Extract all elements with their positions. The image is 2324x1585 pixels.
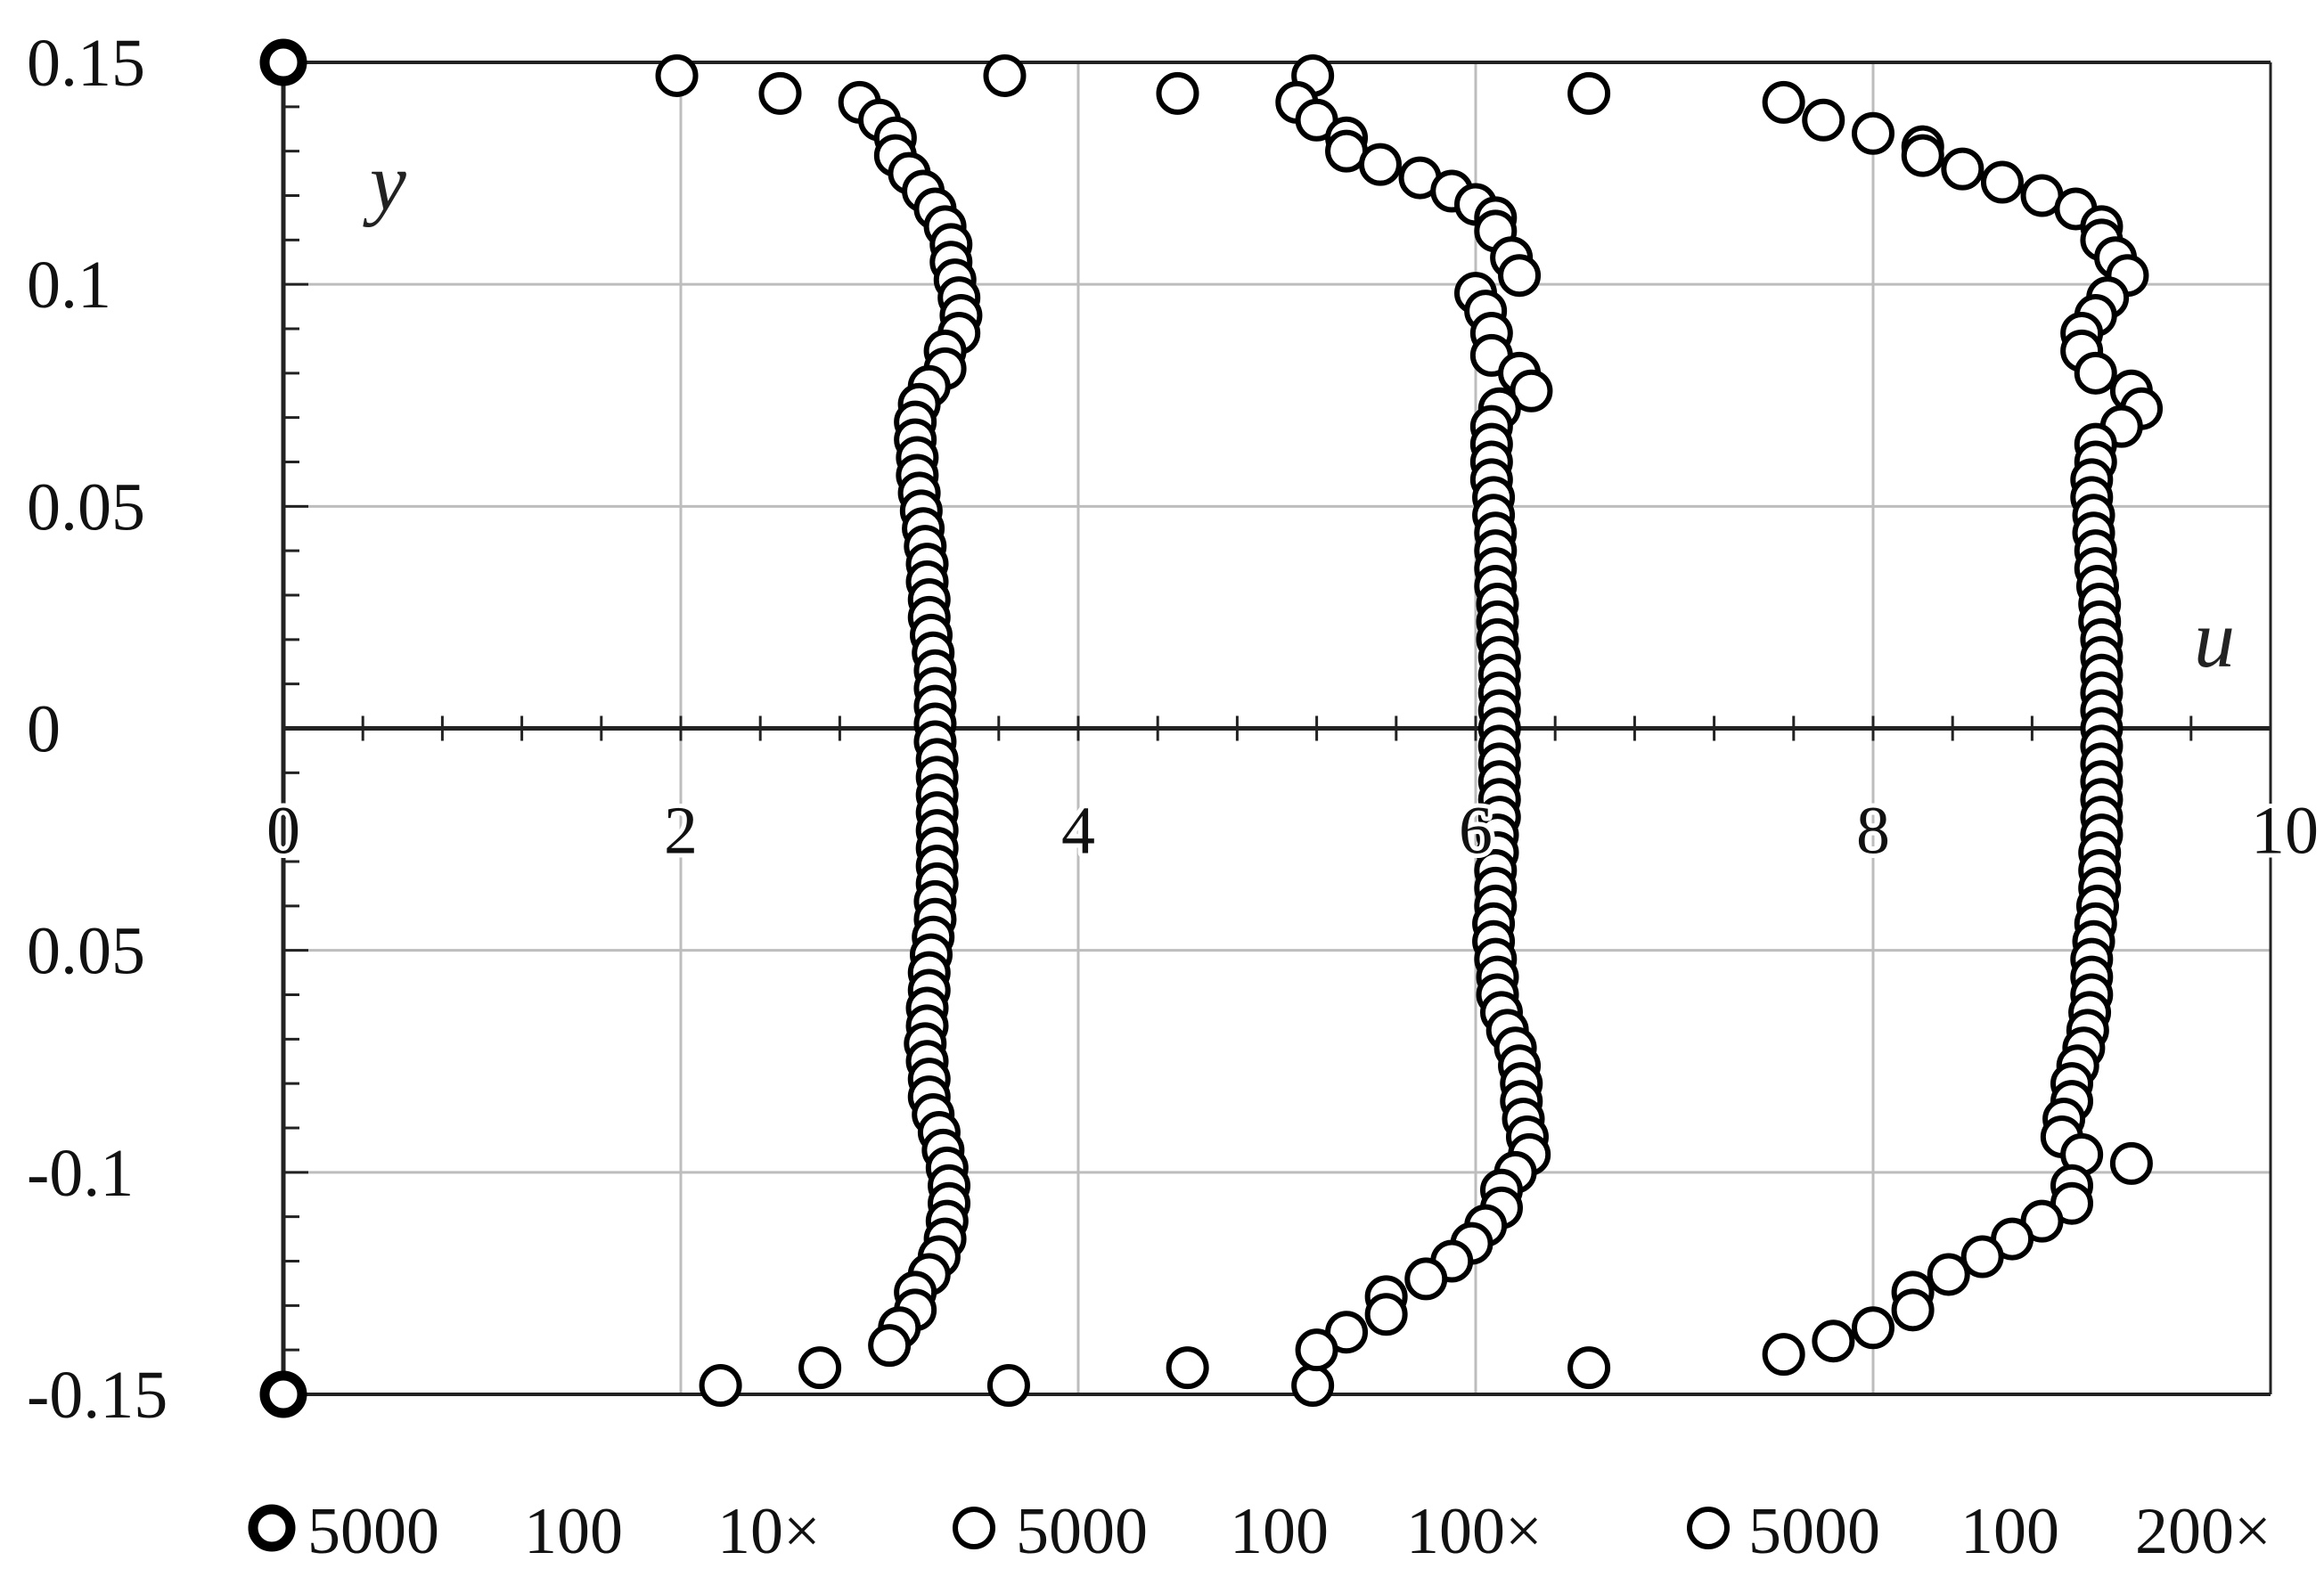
series-2-boundary-point-2 — [1567, 71, 1611, 115]
series-3-boundary-point-0 — [1762, 80, 1805, 124]
y-axis-label: y — [363, 136, 406, 227]
series-2-point-69 — [1364, 1293, 1408, 1336]
x-tick-label-2: 4 — [1061, 794, 1095, 869]
series-2-boundary-point-0 — [1156, 71, 1199, 115]
series-3-point-3 — [1901, 134, 1944, 177]
x-tick-label-4: 8 — [1856, 794, 1890, 869]
series-1-boundary-point-2 — [758, 71, 802, 115]
series-3-point-61 — [2109, 1141, 2153, 1185]
y-tick-label-1: 0.1 — [27, 248, 111, 323]
series-3-point-5 — [1980, 160, 2024, 204]
x-tick-label-0: 0 — [266, 794, 300, 869]
data-points — [259, 38, 2164, 1418]
series-3-point-4 — [1941, 147, 1984, 191]
series-1-boundary-point-0 — [259, 38, 307, 86]
y-tick-label-6: -0.15 — [27, 1358, 168, 1433]
series-3-point-70 — [1852, 1306, 1894, 1350]
series-3-point-67 — [1927, 1253, 1970, 1296]
series-3-point-1 — [1852, 111, 1894, 155]
series-2-boundary-point-3 — [1166, 1346, 1209, 1390]
y-tick-label-0: 0.15 — [27, 26, 145, 101]
x-tick-label-5: 10 — [2251, 794, 2319, 869]
series-2-boundary-point-4 — [1291, 1364, 1335, 1408]
series-2-point-67 — [1404, 1257, 1448, 1301]
series-2-boundary-point-5 — [1567, 1346, 1611, 1390]
legend-1-col1: 5000 — [307, 1495, 439, 1568]
x-axis-label: u — [2194, 593, 2235, 684]
y-tick-label-2: 0.05 — [27, 470, 145, 544]
legend-2-col2: 100 — [1230, 1495, 1329, 1568]
y-tick-label-5: -0.1 — [27, 1136, 134, 1211]
legend-marker-1 — [248, 1504, 296, 1552]
legend-3-col2: 100 — [1960, 1495, 2059, 1568]
y-tick-label-4: 0.05 — [27, 914, 145, 989]
legend-marker-2 — [953, 1507, 995, 1549]
series-2-point-11 — [1498, 254, 1542, 298]
legend: 5000 100 10× 5000 100 100× 5000 100 200× — [248, 1495, 2271, 1568]
legend-marker-3 — [1687, 1507, 1730, 1549]
legend-3-col3: 200× — [2135, 1495, 2271, 1568]
legend-1-col3: 10× — [717, 1495, 821, 1568]
legend-3-col1: 5000 — [1748, 1495, 1880, 1568]
series-2-point-71 — [1295, 1328, 1338, 1372]
series-3-boundary-point-1 — [1762, 1333, 1805, 1377]
series-1-boundary-point-5 — [699, 1364, 742, 1408]
series-2-point-4 — [1358, 143, 1402, 186]
series-2-point-17 — [1510, 369, 1553, 413]
x-tick-label-1: 2 — [664, 794, 698, 869]
series-3-point-69 — [1891, 1288, 1935, 1332]
y-tick-label-3: 0 — [27, 692, 61, 767]
x-tick-label-3: 6 — [1459, 794, 1493, 869]
legend-1-col2: 100 — [524, 1495, 623, 1568]
legend-2-col1: 5000 — [1016, 1495, 1148, 1568]
series-1-boundary-point-4 — [259, 1370, 307, 1418]
series-1-boundary-point-1 — [655, 53, 699, 97]
series-3-point-66 — [1960, 1235, 2004, 1279]
series-3-point-16 — [2074, 351, 2117, 395]
series-1-boundary-point-3 — [983, 53, 1027, 97]
legend-2-col3: 100× — [1406, 1495, 1543, 1568]
series-1-boundary-point-7 — [986, 1364, 1030, 1408]
series-3-point-0 — [1802, 98, 1845, 142]
series-1-boundary-point-6 — [798, 1346, 842, 1390]
tick-labels: 0 2 4 6 8 10 0.15 0.1 0.05 0 0.05 -0.1 -0.15 — [27, 26, 2323, 1433]
series-1-point-70 — [868, 1324, 912, 1368]
series-3-point-71 — [1812, 1319, 1855, 1363]
